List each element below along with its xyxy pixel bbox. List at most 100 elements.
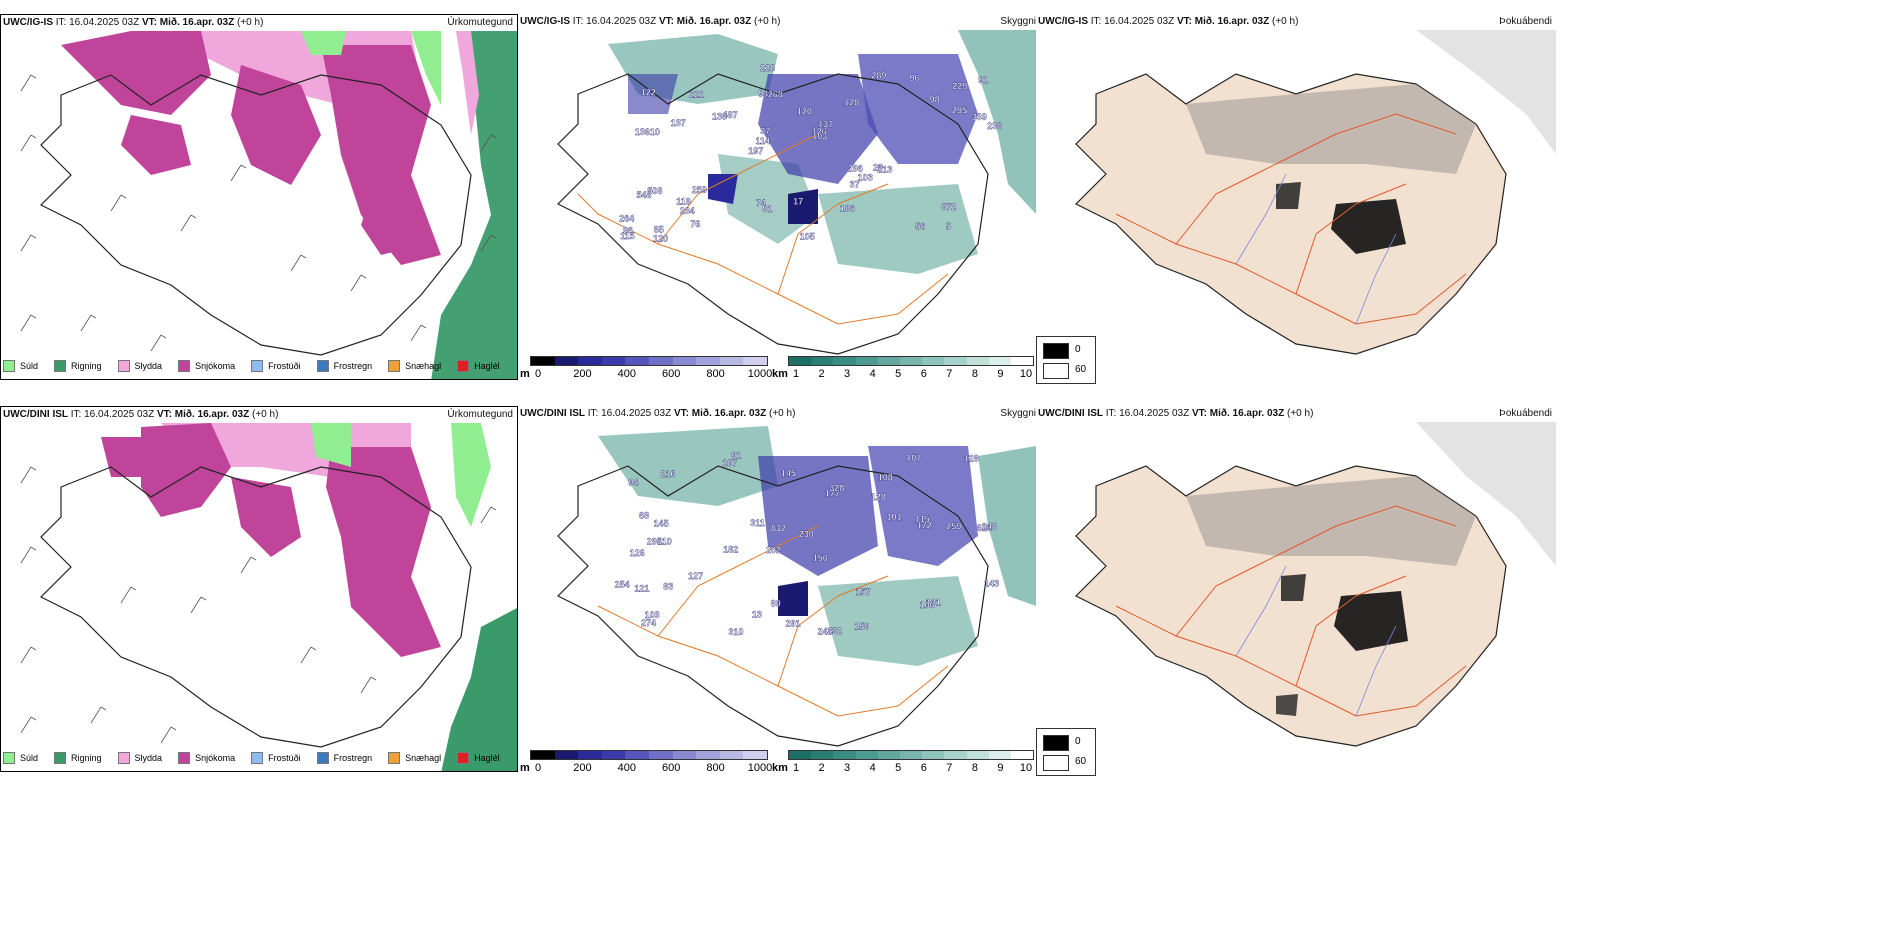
colorbar-segment: [578, 357, 602, 365]
visibility-colorbar-top: km 1 2 3 4 5 6 7 8 9 10: [772, 356, 1034, 382]
legend-swatch: [457, 360, 470, 372]
colorbar-segment: [648, 357, 673, 365]
colorbar-tick: 9: [997, 368, 1004, 380]
colorbar-tick: 400: [617, 762, 636, 774]
it-value: 16.04.2025 03Z: [586, 16, 657, 27]
legend-label: Frostregn: [333, 361, 373, 371]
colorbar-segment: [743, 357, 767, 365]
legend-item-7: Haglél: [457, 752, 500, 764]
colorbar-segment: [988, 751, 1011, 759]
ceiling-bar: [530, 750, 768, 760]
legend-label: Súld: [20, 361, 39, 371]
legend-swatch: [316, 752, 329, 764]
panel-title: Þokuábendi: [1499, 16, 1552, 27]
model-name: UWC/IG-IS: [520, 16, 570, 27]
panel-header: UWC/IG-IS IT: 16.04.2025 03Z VT: Mið. 16…: [1038, 16, 1552, 32]
it-label: IT:: [572, 16, 584, 27]
cloud-base-label: 872: [941, 202, 956, 212]
legend-swatch: [251, 360, 264, 372]
legend-swatch: [178, 752, 191, 764]
cloud-base-label: 295: [647, 537, 662, 547]
cloud-base-label: 130: [712, 111, 727, 121]
panel-title: Skyggni: [1000, 16, 1036, 27]
cloud-base-label: 202: [766, 545, 781, 555]
it-value: 16.04.2025 03Z: [1104, 16, 1175, 27]
legend-label: Haglél: [474, 361, 500, 371]
colorbar-segment: [988, 357, 1011, 365]
cloud-panel-bottom: 91 108 628 202 156 110 94 128 126 177 230 274 167 182…: [518, 406, 1036, 772]
colorbar-segment: [944, 751, 967, 759]
panel-title: Skyggni: [1000, 408, 1036, 419]
panel-header: UWC/IG-IS IT: 16.04.2025 03Z VT: Mið. 16…: [3, 17, 513, 33]
colorbar-tick: 7: [946, 762, 953, 774]
precip-map-top: [1, 15, 517, 379]
cloud-base-label: 110: [657, 536, 672, 546]
vt-label: VT:: [156, 409, 172, 420]
it-label: IT:: [55, 17, 67, 28]
cloud-base-label: 96: [909, 73, 919, 83]
visibility-colorbar-bottom: km 1 2 3 4 5 6 7 8 9 10: [772, 750, 1034, 776]
colorbar-segment: [922, 751, 945, 759]
colorbar-segment: [877, 357, 900, 365]
cloud-base-label: 296: [848, 163, 863, 173]
cloud-base-label: 228: [760, 63, 775, 73]
it-value: 16.04.2025 03Z: [69, 17, 140, 28]
cloud-base-label: 548: [637, 190, 652, 200]
it-label: IT:: [1090, 16, 1102, 27]
legend-item-0: Súld: [3, 752, 38, 764]
colorbar-segment: [1010, 751, 1034, 759]
fog-panel-bottom: UWC/DINI ISL IT: 16.04.2025 03Z VT: Mið.…: [1036, 406, 1556, 772]
visibility-bar: [788, 750, 1034, 760]
cloud-base-label: 254: [615, 579, 630, 589]
cloud-base-label: 177: [825, 489, 840, 499]
colorbar-tick: 1000: [747, 762, 773, 774]
cloud-base-label: 108: [878, 472, 893, 482]
colorbar-segment: [648, 751, 673, 759]
precip-map-bottom: [1, 407, 517, 771]
colorbar-segment: [899, 357, 923, 365]
colorbar-segment: [811, 751, 834, 759]
it-value: 16.04.2025 03Z: [601, 408, 672, 419]
colorbar-segment: [789, 751, 812, 759]
legend-swatch: [54, 360, 67, 372]
colorbar-segment: [554, 357, 579, 365]
cloud-base-label: 114: [756, 136, 771, 146]
legend-label: Frostúði: [268, 361, 301, 371]
cloud-base-label: 245: [818, 627, 833, 637]
colorbar-tick: 10: [1019, 762, 1033, 774]
fog-label-60: 60: [1075, 756, 1087, 767]
colorbar-segment: [696, 751, 720, 759]
cloud-base-label: 81: [762, 204, 772, 214]
cloud-base-label: 159: [854, 621, 869, 631]
it-value: 16.04.2025 03Z: [84, 409, 155, 420]
legend-swatch: [3, 752, 15, 764]
colorbar-tick: 3: [844, 762, 851, 774]
visibility-unit: km: [772, 368, 788, 380]
cloud-base-label: 167: [722, 458, 737, 468]
colorbar-segment: [601, 357, 626, 365]
vt-label: VT:: [141, 17, 157, 28]
cloud-base-label: 103: [858, 173, 873, 183]
colorbar-tick: 1: [792, 762, 800, 774]
colorbar-tick: 600: [662, 368, 681, 380]
cloud-base-label: 37: [760, 126, 770, 136]
fog-swatch-black: [1043, 735, 1069, 751]
it-label: IT:: [70, 409, 82, 420]
cloud-base-label: 487: [723, 110, 738, 120]
legend-swatch: [54, 752, 67, 764]
colorbar-segment: [789, 357, 812, 365]
forecast-offset: (+0 h): [754, 16, 781, 27]
colorbar-segment: [811, 357, 834, 365]
cloud-base-label: 230: [799, 529, 814, 539]
legend-item-5: Frostregn: [316, 752, 372, 764]
legend-label: Snjókoma: [195, 753, 236, 763]
cloud-base-label: 17: [793, 197, 803, 207]
cloud-base-label: 115: [620, 231, 635, 241]
cloud-base-label: 94: [758, 89, 768, 99]
colorbar-tick: 9: [997, 762, 1004, 774]
cloud-base-label: 197: [748, 146, 763, 156]
colorbar-segment: [855, 751, 878, 759]
vt-label: VT:: [673, 408, 689, 419]
cloud-base-label: 196: [840, 204, 855, 214]
precip-legend: Súld Rigning Slydda Snjókoma Frostúði Frostre…: [3, 355, 512, 377]
